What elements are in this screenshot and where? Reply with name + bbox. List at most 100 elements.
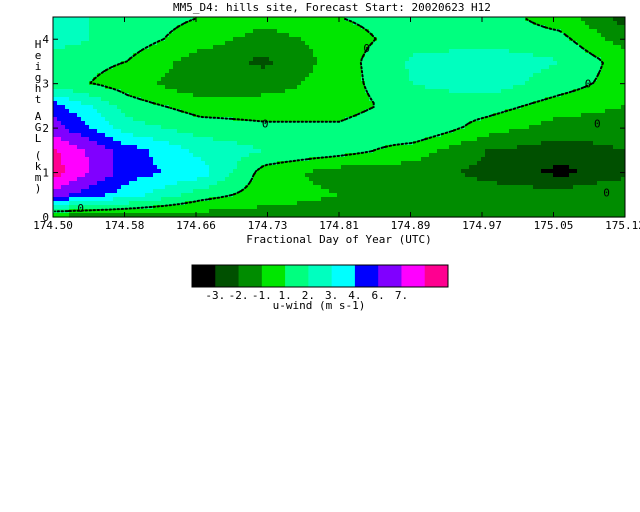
heatmap-cell bbox=[53, 213, 70, 218]
heatmap-cell bbox=[337, 193, 625, 198]
heatmap-cell bbox=[69, 197, 114, 202]
heatmap-cell bbox=[621, 105, 625, 110]
heatmap-cell bbox=[261, 93, 370, 98]
heatmap-cell bbox=[297, 201, 625, 206]
heatmap-cell bbox=[469, 121, 542, 126]
heatmap-cell bbox=[277, 161, 402, 166]
heatmap-cell bbox=[309, 157, 422, 162]
heatmap-cell bbox=[413, 53, 534, 58]
heatmap-cell bbox=[69, 201, 130, 206]
heatmap-cell bbox=[85, 173, 114, 178]
heatmap-cell bbox=[97, 109, 122, 114]
colorbar-tick-label: -2. bbox=[229, 289, 249, 302]
heatmap-cell bbox=[313, 181, 498, 186]
heatmap-cell bbox=[449, 49, 510, 54]
heatmap-cell bbox=[301, 81, 366, 86]
heatmap-cell bbox=[165, 73, 310, 78]
heatmap-cell bbox=[209, 165, 238, 170]
heatmap-cell bbox=[93, 77, 162, 82]
heatmap-cell bbox=[261, 65, 266, 70]
heatmap-cell bbox=[105, 193, 146, 198]
heatmap-cell bbox=[241, 189, 330, 194]
colorbar-tick-label: -1. bbox=[252, 289, 272, 302]
heatmap-cell bbox=[501, 89, 574, 94]
heatmap-cell bbox=[53, 165, 66, 170]
heatmap-cell bbox=[377, 37, 570, 42]
heatmap-cell bbox=[57, 149, 86, 154]
heatmap-cell bbox=[297, 85, 366, 90]
heatmap-cell bbox=[209, 185, 246, 190]
heatmap-cell bbox=[249, 153, 346, 158]
heatmap-cell bbox=[161, 169, 210, 174]
heatmap-cell bbox=[181, 109, 366, 114]
heatmap-cell bbox=[561, 93, 625, 98]
heatmap-cell bbox=[149, 45, 214, 50]
colorbar-swatch bbox=[401, 265, 426, 287]
heatmap-cell bbox=[153, 157, 202, 162]
heatmap-cell bbox=[61, 121, 86, 126]
heatmap-cell bbox=[465, 125, 530, 130]
heatmap-cell bbox=[225, 41, 306, 46]
heatmap-cell bbox=[361, 57, 410, 62]
heatmap-cell bbox=[373, 33, 566, 38]
x-tick-label: 175.05 bbox=[534, 219, 574, 232]
heatmap-cell bbox=[257, 169, 314, 174]
heatmap-cell bbox=[89, 185, 122, 190]
heatmap-cell bbox=[369, 29, 562, 34]
heatmap-cell bbox=[97, 141, 122, 146]
heatmap-cell bbox=[105, 85, 166, 90]
heatmap-cell bbox=[253, 145, 386, 150]
zero-contour bbox=[54, 18, 604, 213]
heatmap-cell bbox=[109, 121, 146, 126]
heatmap-cell bbox=[53, 69, 106, 74]
heatmap-cell bbox=[137, 145, 182, 150]
contour-label: 0 bbox=[585, 78, 592, 91]
heatmap-cell bbox=[77, 177, 106, 182]
heatmap-cell bbox=[153, 137, 214, 142]
heatmap-cell bbox=[509, 49, 586, 54]
heatmap-cell bbox=[401, 161, 478, 166]
heatmap-cell bbox=[197, 177, 226, 182]
heatmap-cell bbox=[149, 153, 194, 158]
heatmap-cell bbox=[53, 145, 78, 150]
heatmap-cell bbox=[321, 197, 625, 202]
heatmap-cell bbox=[597, 77, 625, 82]
heatmap-cell bbox=[89, 161, 114, 166]
heatmap-cell bbox=[93, 105, 118, 110]
heatmap-cell bbox=[185, 201, 298, 206]
heatmap-cell bbox=[421, 157, 482, 162]
heatmap-cell bbox=[85, 121, 110, 126]
heatmap-cell bbox=[53, 113, 78, 118]
heatmap-cell bbox=[313, 65, 362, 70]
heatmap-cell bbox=[53, 201, 70, 206]
heatmap-cell bbox=[157, 41, 226, 46]
heatmap-cell bbox=[69, 205, 154, 210]
heatmap-cell bbox=[65, 165, 90, 170]
heatmap-cell bbox=[105, 145, 138, 150]
colorbar-swatch bbox=[331, 265, 356, 287]
heatmap-cell bbox=[617, 21, 625, 26]
heatmap-cell bbox=[165, 85, 298, 90]
heatmap-cell bbox=[65, 45, 150, 50]
heatmap-cell bbox=[89, 29, 174, 34]
heatmap-cell bbox=[141, 97, 370, 102]
heatmap-cell bbox=[209, 173, 230, 178]
x-tick-label: 174.58 bbox=[105, 219, 145, 232]
heatmap-cell bbox=[317, 57, 362, 62]
heatmap-cell bbox=[81, 133, 106, 138]
heatmap-cell bbox=[53, 149, 58, 154]
colorbar-swatch bbox=[285, 265, 309, 287]
heatmap-cell bbox=[53, 101, 58, 106]
heatmap-cell bbox=[69, 193, 106, 198]
heatmap-cell bbox=[621, 177, 625, 182]
heatmap-cell bbox=[73, 89, 122, 94]
heatmap-cell bbox=[545, 97, 625, 102]
heatmap-cell bbox=[193, 133, 442, 138]
heatmap-cell bbox=[601, 33, 625, 38]
heatmap-cell bbox=[161, 77, 306, 82]
y-axis-label-char: h bbox=[35, 82, 42, 95]
heatmap-cell bbox=[53, 157, 62, 162]
colorbar-tick-label: 1. bbox=[278, 289, 291, 302]
x-tick-label: 174.97 bbox=[462, 219, 502, 232]
heatmap-cell bbox=[317, 61, 362, 66]
